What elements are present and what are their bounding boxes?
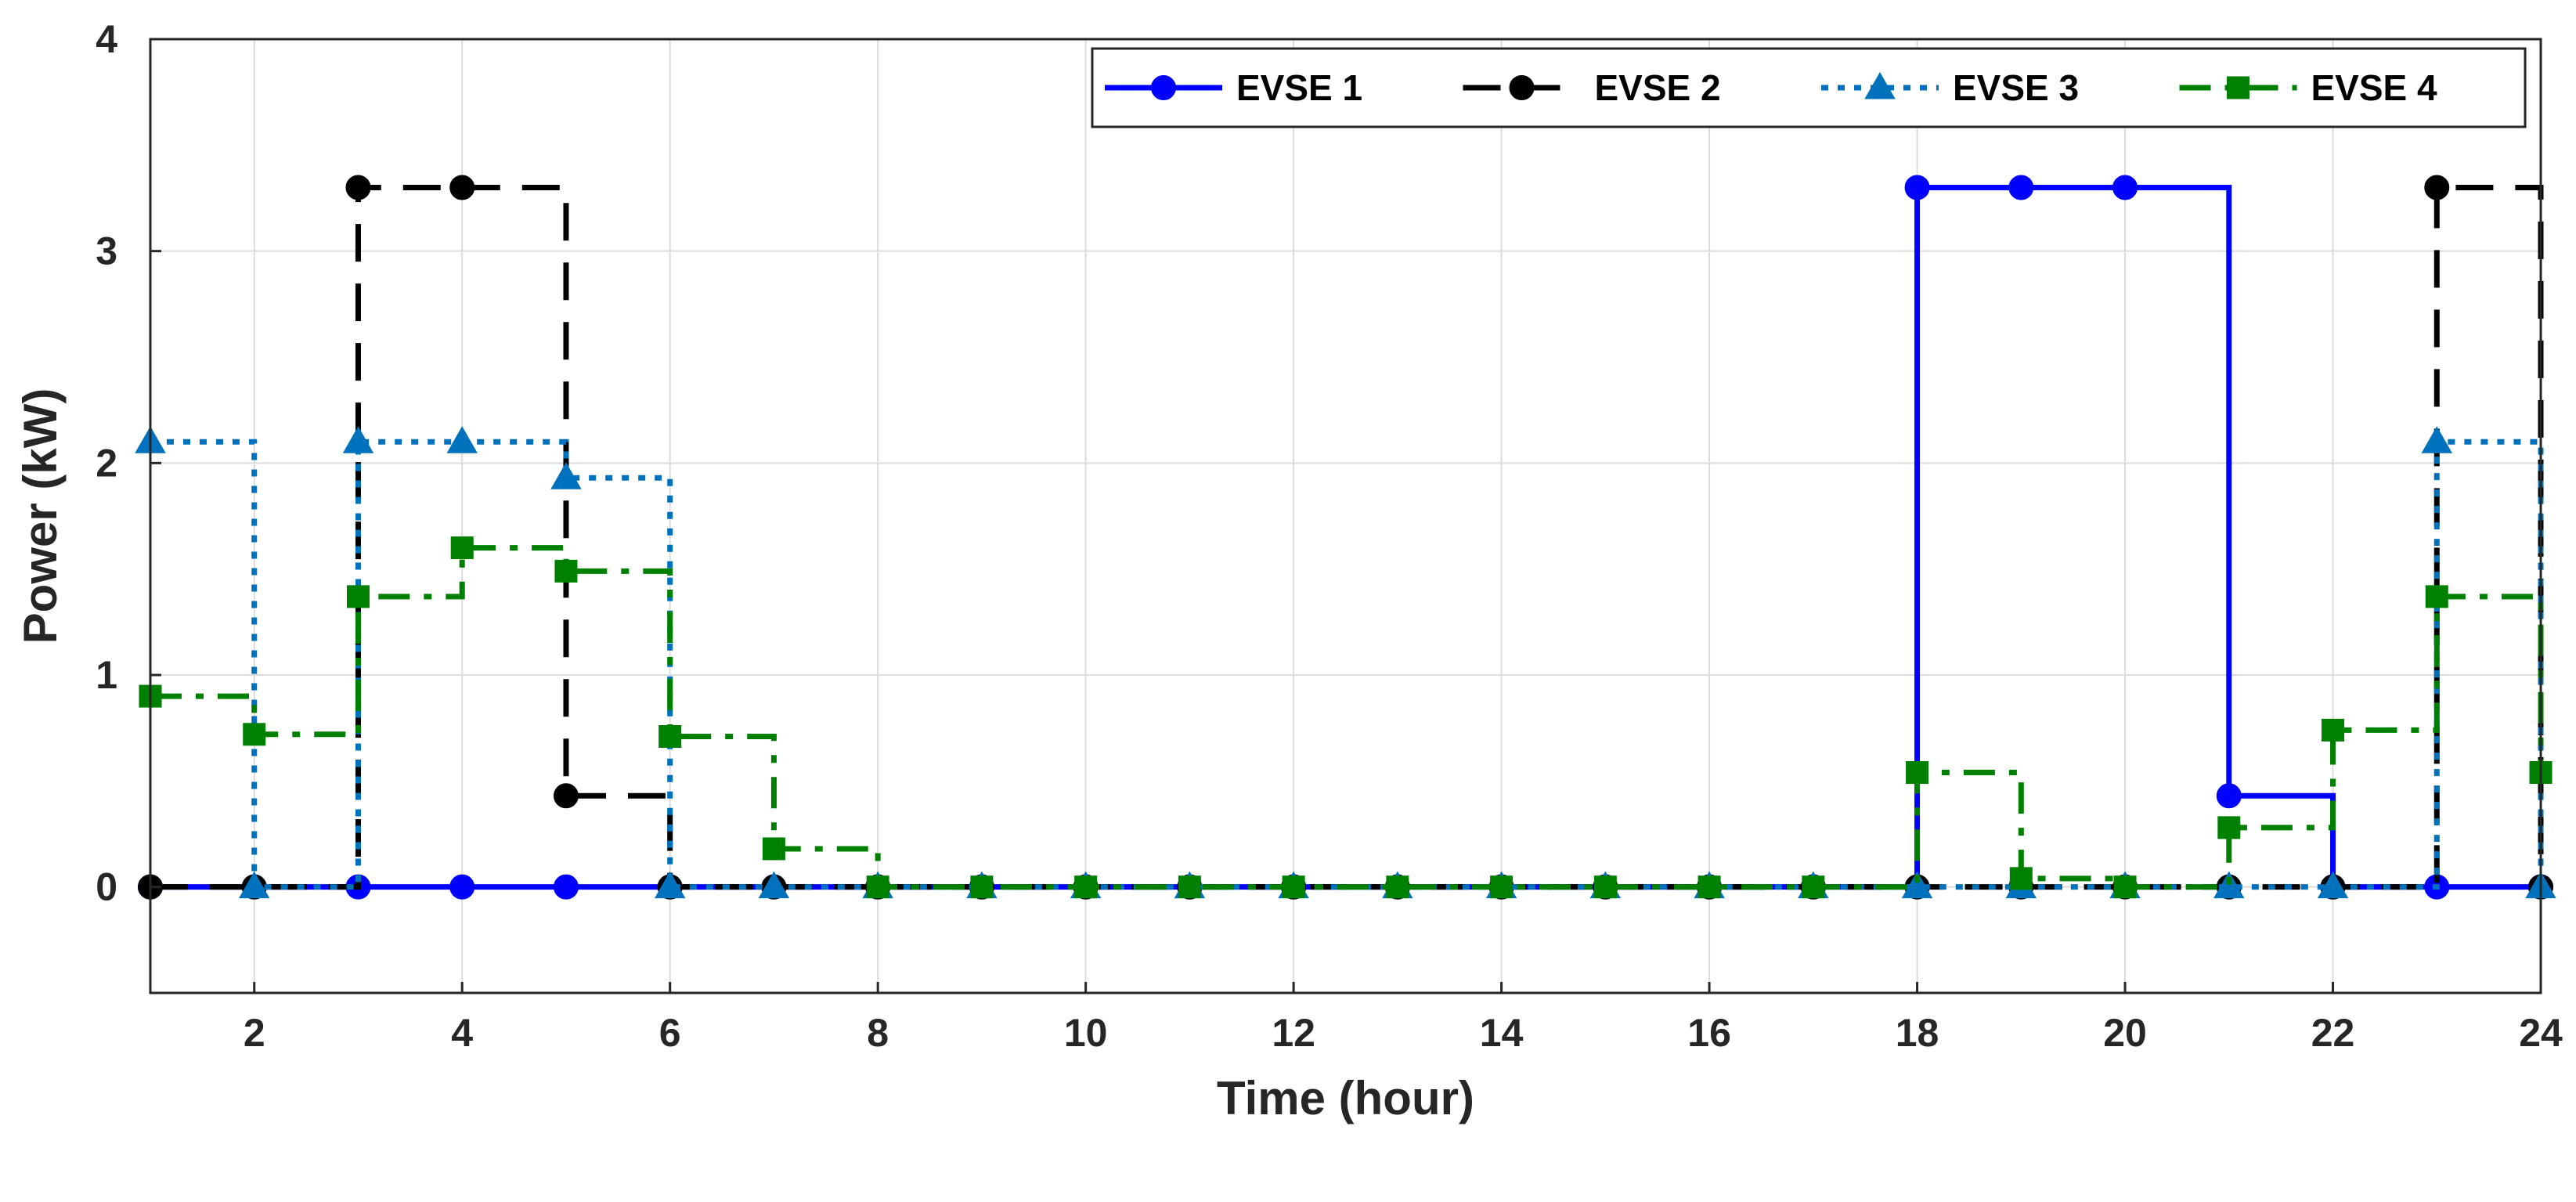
plot-frame <box>149 38 2542 994</box>
legend-item: EVSE 3 <box>1821 67 2079 108</box>
data-point <box>446 426 478 453</box>
data-point <box>1697 875 1721 899</box>
x-tick-label: 8 <box>867 1011 889 1055</box>
data-point <box>2217 816 2241 839</box>
x-tick-label: 14 <box>1480 1011 1524 1055</box>
data-point <box>2216 783 2242 809</box>
x-tick-label: 4 <box>451 1011 473 1055</box>
x-tick-label: 24 <box>2519 1011 2563 1055</box>
x-tick-label: 18 <box>1896 1011 1939 1055</box>
data-point <box>758 871 790 899</box>
legend-item: EVSE 4 <box>2179 67 2438 108</box>
data-point <box>243 723 266 746</box>
data-point <box>2421 426 2452 453</box>
x-tick-label: 22 <box>2311 1011 2355 1055</box>
data-point <box>658 724 682 748</box>
y-tick-label: 0 <box>96 865 117 909</box>
data-point <box>449 874 475 900</box>
y-tick-label: 3 <box>96 229 117 273</box>
data-point <box>762 837 785 861</box>
series-line <box>150 439 2544 890</box>
data-point <box>449 175 475 200</box>
data-point <box>1178 875 1201 899</box>
x-tick-label: 6 <box>659 1011 681 1055</box>
legend-marker <box>2227 76 2249 99</box>
data-point <box>2009 867 2033 890</box>
data-point <box>1490 875 1513 899</box>
data-point <box>553 783 579 809</box>
legend-label: EVSE 4 <box>2311 67 2438 108</box>
legend-marker <box>1151 75 1176 100</box>
data-point <box>346 585 370 608</box>
data-point <box>970 875 994 899</box>
data-point <box>2112 175 2138 200</box>
data-point <box>1593 875 1617 899</box>
x-tick-label: 10 <box>1064 1011 1108 1055</box>
legend-label: EVSE 3 <box>1953 67 2079 108</box>
data-point <box>1386 875 1409 899</box>
data-point <box>2317 871 2349 899</box>
data-point <box>450 536 474 560</box>
data-point <box>2322 718 2345 742</box>
series-line <box>150 184 2544 890</box>
x-axis-label: Time (hour) <box>1217 1072 1474 1124</box>
data-point <box>550 462 582 489</box>
data-point <box>342 426 374 453</box>
data-point <box>866 875 889 899</box>
data-point <box>345 175 371 200</box>
x-tick-label: 2 <box>244 1011 265 1055</box>
data-point <box>2425 585 2448 608</box>
data-point <box>1904 175 1930 200</box>
data-point <box>654 871 686 899</box>
series-group <box>135 175 2556 900</box>
data-point <box>1802 875 1825 899</box>
data-point <box>2424 175 2450 200</box>
legend-label: EVSE 2 <box>1595 67 1721 108</box>
legend-item: EVSE 2 <box>1463 67 1721 108</box>
data-point <box>239 871 270 899</box>
y-tick-label: 1 <box>96 653 117 697</box>
y-tick-label: 2 <box>96 441 117 485</box>
data-point <box>1901 871 1933 899</box>
y-axis-label: Power (kW) <box>14 388 67 644</box>
legend: EVSE 1 EVSE 2 EVSE 3 EVSE 4 <box>1091 47 2527 128</box>
legend-item: EVSE 1 <box>1105 67 1362 108</box>
legend-marker <box>1864 71 1896 99</box>
data-point <box>2213 871 2245 899</box>
data-point <box>2113 875 2137 899</box>
x-tick-label: 12 <box>1272 1011 1315 1055</box>
data-point <box>1906 761 1929 785</box>
data-point <box>554 559 578 583</box>
legend-label: EVSE 1 <box>1236 67 1362 108</box>
data-point <box>1282 875 1305 899</box>
data-point <box>553 874 579 900</box>
data-point <box>2008 175 2034 200</box>
legend-marker <box>1509 75 1535 100</box>
x-tick-label: 16 <box>1687 1011 1731 1055</box>
data-point <box>1074 875 1098 899</box>
series-4 <box>139 536 2553 899</box>
legend-box <box>1091 47 2527 128</box>
x-tick-label: 20 <box>2103 1011 2147 1055</box>
y-tick-label: 4 <box>96 17 117 61</box>
